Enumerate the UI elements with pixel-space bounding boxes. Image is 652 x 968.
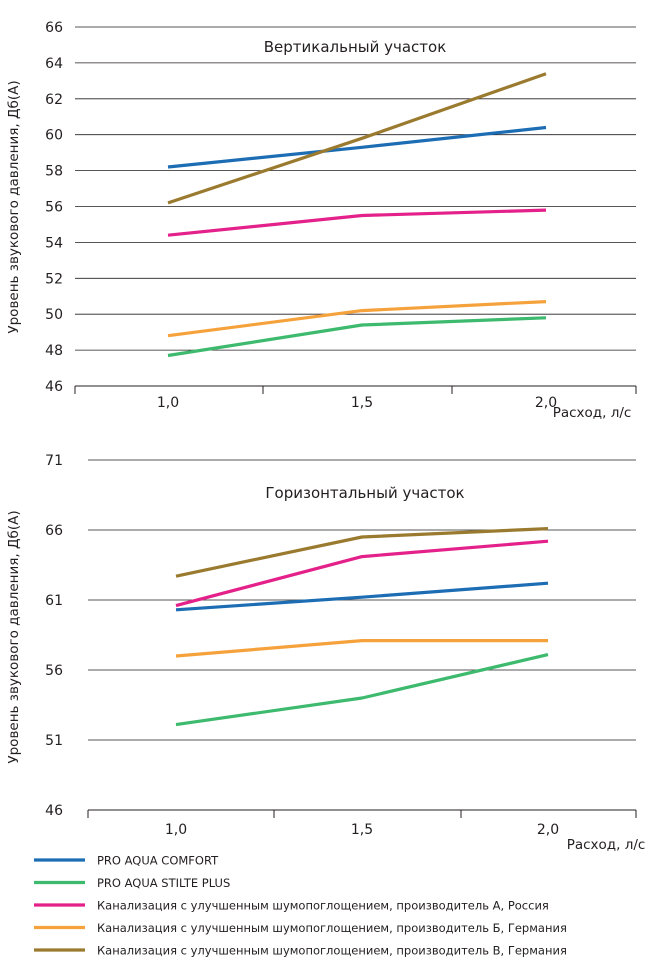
vertical-y-tick-label: 64 [45,56,63,72]
horizontal-y-tick-label: 66 [45,523,63,539]
vertical-y-tick-label: 54 [45,235,63,251]
horizontal-y-tick-label: 51 [45,733,63,749]
vertical-series-line-1 [167,125,547,169]
vertical-y-tick-label: 62 [45,92,63,108]
horizontal-series-line-4 [175,638,548,658]
vertical-x-tick-label: 2,0 [535,395,557,411]
vertical-y-tick-label: 60 [45,128,63,144]
horizontal-y-tick-label: 56 [45,663,63,679]
vertical-x-tick-label: 1,0 [157,395,179,411]
vertical-y-tick-label: 46 [45,379,63,395]
legend-label-4: Канализация с улучшенным шумопоглощением… [97,921,567,935]
horizontal-y-axis-label: Уровень звукового давления, Дб(А) [6,510,22,763]
vertical-series-line-4 [167,300,547,338]
vertical-x-tick-label: 1,5 [351,395,373,411]
vertical-y-tick-label: 48 [45,343,63,359]
horizontal-series-line-3 [175,539,549,608]
horizontal-y-tick-label: 71 [45,453,63,469]
legend-label-5: Канализация с улучшенным шумопоглощением… [97,944,567,958]
horizontal-x-axis-label: Расход, л/с [567,837,646,853]
horizontal-x-tick-label: 2,0 [537,822,559,838]
vertical-series-line-5 [167,72,547,205]
vertical-y-axis-label: Уровень звукового давления, Дб(А) [6,80,22,333]
horizontal-y-tick-label: 61 [45,593,63,609]
horizontal-series-line-2 [175,653,549,727]
horizontal-chart-title: Горизонтальный участок [265,484,464,502]
vertical-series-line-2 [167,316,547,358]
vertical-y-tick-label: 56 [45,200,63,216]
vertical-x-axis-label: Расход, л/с [553,405,632,421]
horizontal-x-tick-label: 1,5 [351,822,373,838]
vertical-chart-title: Вертикальный участок [264,38,447,56]
legend-label-3: Канализация с улучшенным шумопоглощением… [97,899,549,913]
vertical-y-tick-label: 52 [45,271,63,287]
legend-label-2: PRO AQUA STILTE PLUS [97,876,230,890]
legend-label-1: PRO AQUA COMFORT [97,854,219,868]
vertical-y-tick-label: 50 [45,307,63,323]
horizontal-series-line-1 [175,581,549,612]
vertical-series-line-3 [167,208,547,237]
vertical-y-tick-label: 58 [45,164,63,180]
horizontal-x-tick-label: 1,0 [165,822,187,838]
horizontal-y-tick-label: 46 [45,803,63,819]
horizontal-series-line-5 [175,527,549,578]
vertical-y-tick-label: 66 [45,20,63,36]
